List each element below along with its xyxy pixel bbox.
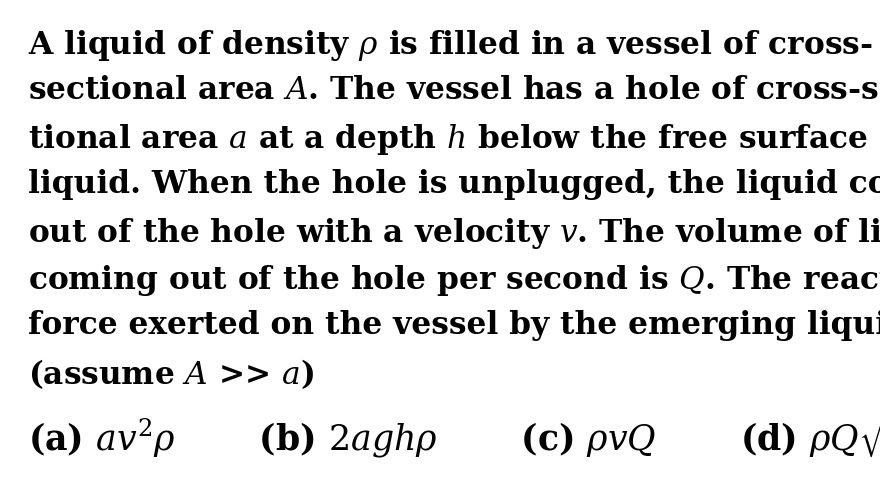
Text: A liquid of density $\rho$ is filled in a vessel of cross-: A liquid of density $\rho$ is filled in … xyxy=(28,28,873,63)
Text: tional area $a$ at a depth $h$ below the free surface of the: tional area $a$ at a depth $h$ below the… xyxy=(28,122,880,157)
Text: coming out of the hole per second is $Q$. The reaction: coming out of the hole per second is $Q$… xyxy=(28,262,880,297)
Text: (a) $av^2\rho$       (b) $2agh\rho$       (c) $\rho vQ$       (d) $\rho Q\sqrt{2: (a) $av^2\rho$ (b) $2agh\rho$ (c) $\rho … xyxy=(28,408,880,459)
Text: (assume $A$ >> $a$): (assume $A$ >> $a$) xyxy=(28,356,314,390)
Text: force exerted on the vessel by the emerging liquid is: force exerted on the vessel by the emerg… xyxy=(28,309,880,340)
Text: liquid. When the hole is unplugged, the liquid comes: liquid. When the hole is unplugged, the … xyxy=(28,168,880,199)
Text: sectional area $A$. The vessel has a hole of cross-sec-: sectional area $A$. The vessel has a hol… xyxy=(28,75,880,106)
Text: out of the hole with a velocity $v$. The volume of liquid: out of the hole with a velocity $v$. The… xyxy=(28,215,880,251)
